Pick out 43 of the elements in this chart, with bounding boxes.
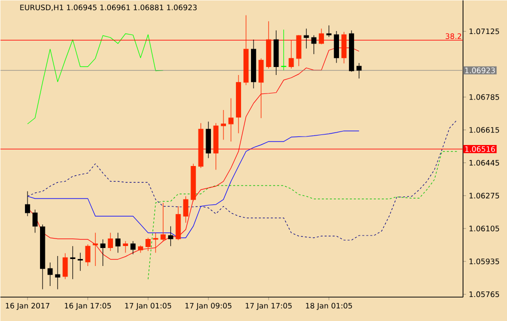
candlestick — [168, 226, 174, 246]
candlestick — [206, 121, 211, 158]
candlestick — [356, 62, 362, 79]
candlestick — [296, 34, 302, 66]
candlestick — [108, 232, 113, 252]
candlestick — [70, 246, 76, 280]
candlestick — [274, 30, 279, 76]
candlestick — [138, 244, 144, 253]
candlestick — [311, 34, 316, 54]
candlestick — [190, 163, 196, 202]
candlestick — [341, 32, 347, 64]
candlestick — [85, 244, 90, 266]
candlestick — [198, 122, 204, 168]
candlestick — [304, 28, 309, 49]
candlestick — [92, 232, 98, 266]
candlestick — [326, 24, 332, 38]
candlestick — [318, 28, 324, 45]
candlestick — [146, 237, 151, 252]
candlestick — [24, 190, 30, 216]
candlestick — [40, 224, 46, 290]
candlestick — [48, 262, 53, 286]
candlestick — [243, 14, 249, 86]
candlestick — [334, 30, 340, 64]
candlestick — [55, 256, 60, 290]
candlestick — [220, 110, 226, 140]
candlestick — [348, 30, 354, 72]
candlestick — [288, 40, 294, 69]
candlestick — [236, 74, 242, 134]
candlestick — [228, 98, 234, 142]
candlestick — [176, 206, 181, 240]
line-series — [27, 33, 164, 124]
candlestick — [183, 196, 188, 223]
candlestick — [62, 252, 68, 280]
candlestick — [115, 232, 121, 253]
candlestick — [213, 122, 218, 170]
candlestick — [258, 58, 264, 118]
candlestick — [32, 209, 38, 234]
candlestick — [251, 39, 256, 89]
candlestick — [78, 252, 83, 272]
candlestick — [130, 240, 136, 254]
candlestick — [122, 240, 128, 253]
candlestick — [100, 238, 106, 266]
candlestick — [266, 20, 272, 69]
